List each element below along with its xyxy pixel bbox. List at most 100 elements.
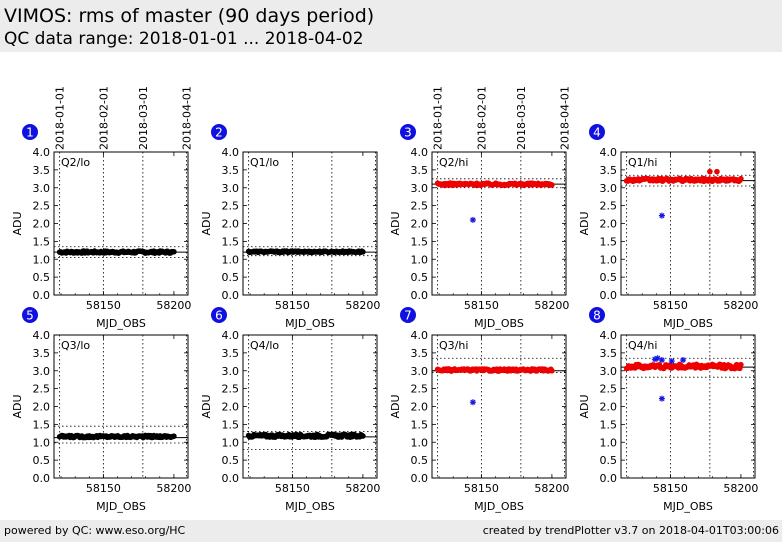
y-tick-label: 2.5: [600, 383, 618, 396]
data-point: [171, 433, 177, 439]
panel-label: Q3/hi: [439, 339, 468, 352]
y-tick-label: 0.5: [33, 271, 51, 284]
y-tick-label: 2.0: [222, 401, 240, 414]
outlier-stroke: [680, 357, 686, 363]
panel-label: Q1/lo: [250, 156, 279, 169]
y-tick-label: 2.5: [33, 383, 51, 396]
y-tick-label: 1.0: [600, 253, 618, 266]
chart-panel-4: 4 0.0 0.5 1.0 1.5 2.0 2.5 3.0 3.5 4.0 58150 58200 MJ…: [578, 124, 758, 330]
chart-panel-1: 1 0.0 0.5 1.0 1.5 2.0 2.5 3.0 3.5 4.0 58150 58200 MJ…: [11, 86, 194, 330]
x-axis-label: MJD_OBS: [96, 317, 146, 330]
panel-label: Q2/lo: [61, 156, 90, 169]
y-tick-label: 0.0: [222, 472, 240, 485]
y-tick-label: 3.5: [33, 164, 51, 177]
panel-label: Q4/lo: [250, 339, 279, 352]
x-tick-label: 58200: [534, 482, 569, 495]
y-tick-label: 0.5: [222, 271, 240, 284]
x-tick-label: 58200: [156, 299, 191, 312]
x-tick-label: 58150: [653, 299, 688, 312]
x-tick-label: 58150: [275, 299, 310, 312]
y-tick-label: 3.0: [222, 182, 240, 195]
y-tick-label: 2.5: [411, 200, 429, 213]
y-tick-label: 3.5: [222, 164, 240, 177]
top-date-label: 2018-02-01: [97, 86, 110, 150]
plot-frame: [53, 334, 189, 479]
plot-frame: [620, 151, 756, 296]
x-tick-label: 58150: [653, 482, 688, 495]
x-tick-label: 58150: [86, 299, 121, 312]
x-tick-label: 58150: [464, 299, 499, 312]
footer-powered-by: powered by QC: www.eso.org/HC: [4, 524, 186, 537]
outlier-marker: [658, 212, 665, 219]
y-tick-label: 3.5: [33, 347, 51, 360]
x-tick-label: 58200: [723, 482, 758, 495]
chart-panel-7: 7 0.0 0.5 1.0 1.5 2.0 2.5 3.0 3.5 4.0 58150 58200 MJ…: [389, 307, 569, 513]
chart-panel-2: 2 0.0 0.5 1.0 1.5 2.0 2.5 3.0 3.5 4.0 58150 58200 MJ…: [200, 124, 380, 330]
x-axis-label: MJD_OBS: [663, 317, 713, 330]
top-date-label: 2018-01-01: [54, 86, 67, 150]
y-tick-label: 1.0: [411, 253, 429, 266]
y-tick-label: 0.5: [33, 454, 51, 467]
outlier-marker: [680, 357, 687, 364]
chart-panel-6: 6 0.0 0.5 1.0 1.5 2.0 2.5 3.0 3.5 4.0 58150 58200 MJ…: [200, 307, 380, 513]
x-tick-label: 58150: [275, 482, 310, 495]
outlier-marker: [658, 395, 665, 402]
y-axis-label: ADU: [578, 394, 591, 418]
y-tick-label: 1.5: [222, 418, 240, 431]
data-point: [549, 182, 555, 188]
y-tick-label: 0.5: [222, 454, 240, 467]
y-tick-label: 1.5: [222, 235, 240, 248]
panel-number-badge: [211, 307, 227, 323]
y-tick-label: 4.0: [411, 146, 429, 159]
y-tick-label: 0.0: [411, 472, 429, 485]
y-tick-label: 3.0: [600, 182, 618, 195]
outlier-stroke: [659, 357, 665, 363]
panel-number-badge: [211, 124, 227, 140]
x-tick-label: 58200: [345, 299, 380, 312]
x-axis-label: MJD_OBS: [96, 500, 146, 513]
outlier-stroke: [470, 399, 476, 405]
y-tick-label: 3.0: [411, 365, 429, 378]
y-axis-label: ADU: [389, 211, 402, 235]
y-tick-label: 3.5: [600, 164, 618, 177]
report-header: VIMOS: rms of master (90 days period) QC…: [0, 0, 782, 52]
x-tick-label: 58200: [345, 482, 380, 495]
y-tick-label: 1.5: [411, 418, 429, 431]
y-tick-label: 1.5: [411, 235, 429, 248]
y-axis-label: ADU: [200, 211, 213, 235]
y-tick-label: 4.0: [222, 146, 240, 159]
panel-number-label: 7: [404, 309, 412, 323]
page-title: VIMOS: rms of master (90 days period): [4, 5, 375, 27]
y-tick-label: 1.5: [600, 418, 618, 431]
outlier-stroke: [655, 355, 661, 361]
panel-number-badge: [589, 124, 605, 140]
panel-number-badge: [22, 307, 38, 323]
y-tick-label: 3.0: [33, 365, 51, 378]
outlier-stroke: [659, 213, 665, 219]
panel-number-badge: [400, 124, 416, 140]
y-tick-label: 1.5: [33, 418, 51, 431]
y-tick-label: 1.5: [600, 235, 618, 248]
panel-number-label: 6: [215, 309, 223, 323]
data-point: [714, 168, 720, 175]
panel-number-label: 5: [26, 309, 34, 323]
plot-frame: [431, 151, 567, 296]
data-point: [360, 249, 366, 255]
y-tick-label: 2.0: [411, 401, 429, 414]
y-tick-label: 1.0: [411, 436, 429, 449]
outlier-stroke: [659, 396, 665, 402]
y-tick-label: 1.0: [33, 436, 51, 449]
y-tick-label: 0.5: [411, 271, 429, 284]
y-tick-label: 2.0: [33, 218, 51, 231]
y-tick-label: 2.5: [33, 200, 51, 213]
data-point: [738, 175, 744, 182]
outlier-stroke: [669, 358, 675, 364]
chart-panel-5: 5 0.0 0.5 1.0 1.5 2.0 2.5 3.0 3.5 4.0 58150 58200 MJ…: [11, 307, 191, 513]
top-date-label: 2018-02-01: [475, 86, 488, 150]
y-tick-label: 4.0: [33, 329, 51, 342]
y-axis-label: ADU: [11, 211, 24, 235]
data-point: [707, 168, 713, 175]
y-axis-label: ADU: [389, 394, 402, 418]
plot-frame: [242, 151, 378, 296]
